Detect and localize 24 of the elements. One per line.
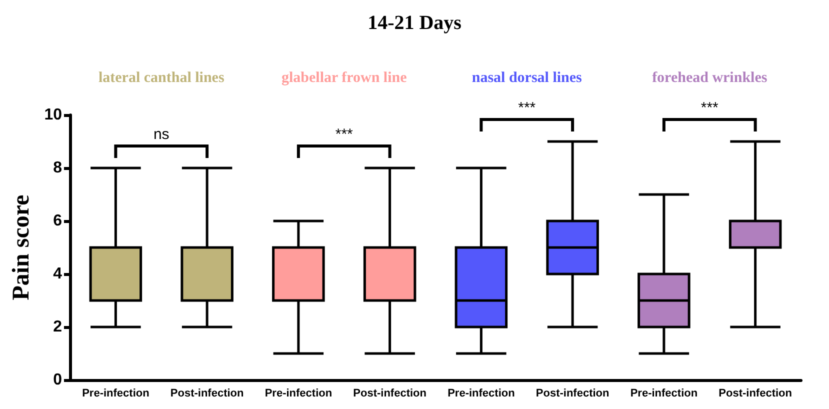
y-tick-label: 10	[44, 106, 62, 124]
text: nasal dorsal lines	[472, 70, 582, 86]
chart-title: 14-21 Days	[368, 12, 462, 34]
text: lateral canthal lines	[98, 70, 224, 86]
y-tick-label: 2	[53, 318, 62, 336]
y-tick-label: 8	[53, 160, 62, 176]
y-axis-title: Pain score	[8, 194, 34, 300]
annotation: ***	[700, 100, 719, 116]
x-tick-label: Post-infection	[170, 388, 244, 400]
y-tick-label: 4	[53, 266, 62, 282]
text: forehead wrinkles	[652, 70, 768, 86]
text: glabellar frown line	[281, 70, 408, 86]
annotation: ***	[335, 126, 354, 143]
annotation: ***	[518, 100, 536, 116]
annotation: ns	[153, 126, 170, 143]
y-tick-label: 0	[53, 372, 62, 388]
x-tick-label: Post-infection	[718, 388, 792, 400]
x-tick-label: Pre-infection	[264, 388, 332, 400]
x-tick-label: Pre-infection	[82, 388, 150, 400]
x-tick-label: Pre-infection	[448, 388, 516, 400]
x-tick-label: Post-infection	[353, 388, 427, 400]
x-tick-label: Pre-infection	[630, 388, 698, 400]
y-tick-label: 6	[53, 212, 62, 230]
x-tick-label: Post-infection	[536, 388, 610, 400]
